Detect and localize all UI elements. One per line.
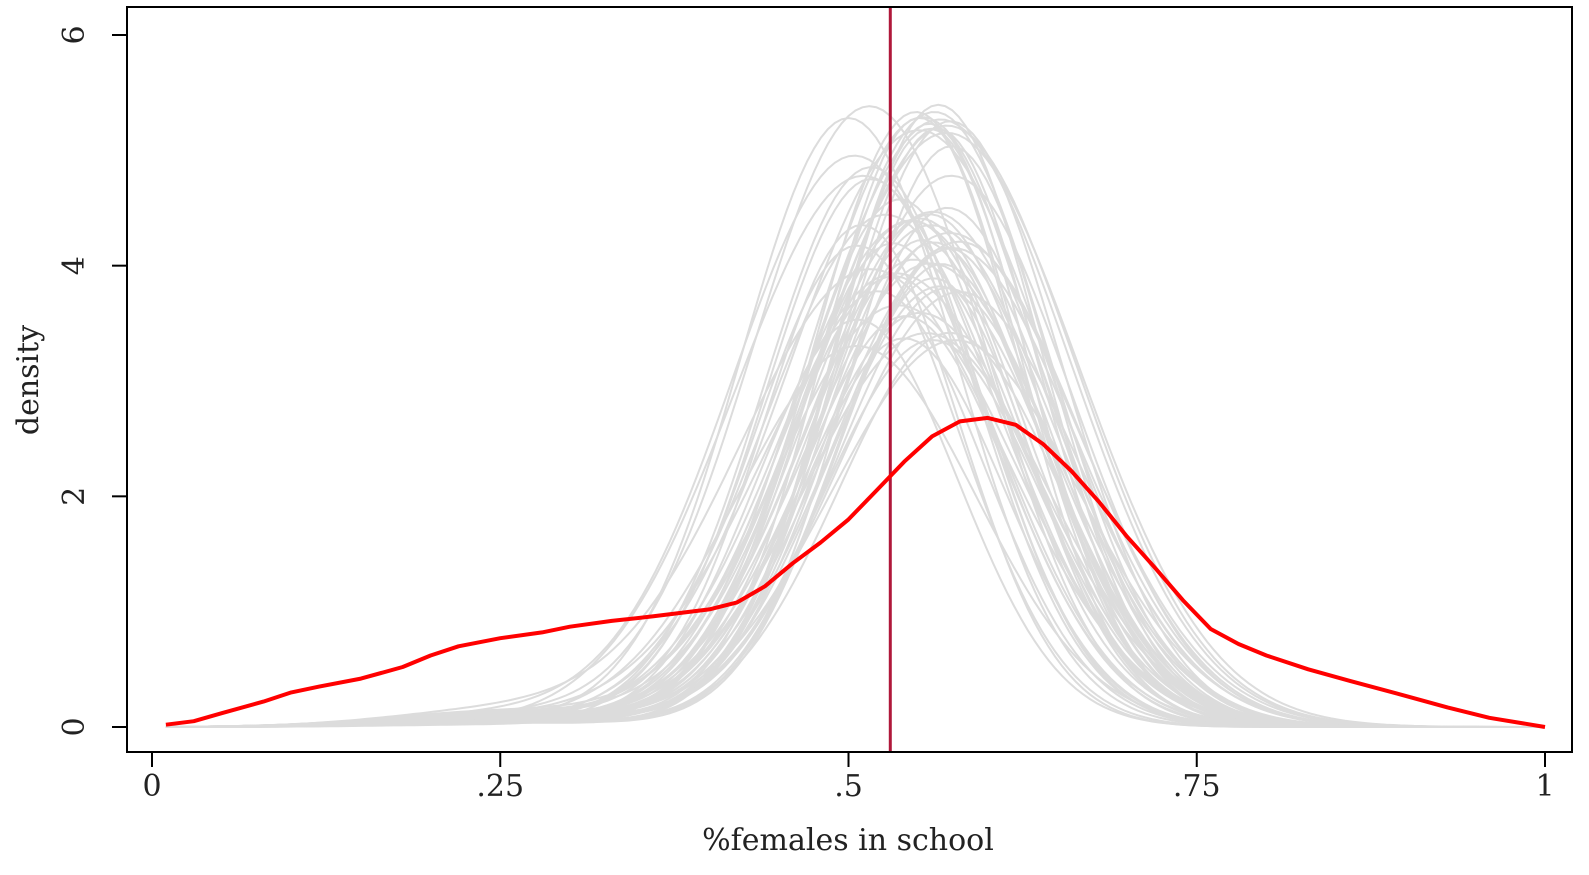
simulated-density-curve (165, 206, 1545, 728)
observed-density-curve (165, 415, 1546, 729)
x-tick-label: .75 (1173, 769, 1221, 804)
x-axis: 0 .25 .5 .75 1 (142, 752, 1555, 804)
x-tick-label: 0 (142, 769, 161, 804)
simulated-density-curve (165, 311, 1545, 728)
simulated-density-curve (165, 262, 1545, 728)
y-tick-label: 4 (57, 256, 92, 275)
x-tick-label: .25 (476, 769, 524, 804)
simulated-density-curve (165, 315, 1545, 728)
y-axis: 0 2 4 6 (57, 25, 127, 737)
simulated-density-curve (165, 240, 1545, 728)
x-tick-label: 1 (1535, 769, 1554, 804)
x-tick-label: .5 (834, 769, 863, 804)
simulated-density-curve (165, 304, 1545, 728)
y-axis-title: density (11, 325, 46, 435)
simulated-density-curves (165, 103, 1545, 728)
y-tick-label: 0 (57, 717, 92, 736)
y-tick-label: 6 (57, 25, 92, 44)
x-axis-title: %females in school (702, 823, 994, 858)
simulated-density-curve (165, 111, 1545, 728)
y-tick-label: 2 (57, 487, 92, 506)
simulated-density-curve (165, 263, 1545, 728)
simulated-density-curve (165, 110, 1545, 728)
simulated-density-curve (165, 244, 1545, 728)
